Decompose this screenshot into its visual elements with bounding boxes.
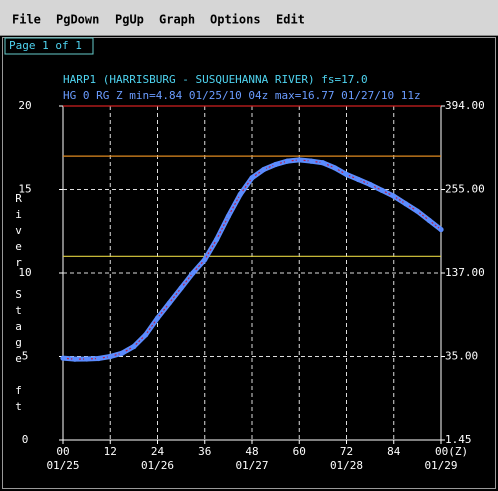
y-tick-label: 0: [22, 433, 29, 446]
data-point: [414, 208, 420, 214]
date-label: 01/28: [330, 459, 363, 472]
chart-title: HARP1 (HARRISBURG - SUSQUEHANNA RIVER) f…: [63, 73, 368, 86]
data-point: [213, 237, 220, 243]
data-point: [72, 356, 78, 362]
menu-item[interactable]: PgDown: [56, 13, 99, 27]
date-label: 01/25: [46, 459, 79, 472]
data-point: [131, 343, 137, 350]
x-tick-label: 00(Z): [435, 445, 468, 458]
data-point: [190, 270, 196, 276]
y-tick-label: 15: [18, 183, 31, 196]
y-tick-label: 5: [22, 350, 29, 363]
data-point: [343, 171, 350, 178]
menu-item[interactable]: Edit: [276, 13, 305, 27]
x-tick-label: 60: [293, 445, 306, 458]
y-tick-label: 20: [18, 99, 31, 112]
data-point: [95, 355, 102, 362]
data-point: [284, 158, 291, 164]
y-axis-label: River Stage ft: [12, 192, 25, 416]
data-point: [178, 285, 184, 291]
data-point: [273, 161, 279, 168]
data-point: [225, 213, 231, 219]
date-label: 01/29: [424, 459, 457, 472]
data-point: [202, 257, 208, 263]
data-point: [379, 187, 385, 193]
flow-label: 137.00: [445, 266, 485, 279]
y-tick-label: 10: [18, 266, 31, 279]
menu-bar: [0, 0, 498, 36]
chart-subtitle: HG 0 RG Z min=4.84 01/25/10 04z max=16.7…: [63, 89, 421, 102]
x-tick-label: 12: [104, 445, 117, 458]
data-point: [60, 355, 66, 361]
data-point: [355, 176, 361, 183]
data-point: [296, 157, 302, 163]
flow-label: 35.00: [445, 350, 478, 363]
page-label: Page 1 of 1: [9, 39, 82, 52]
data-point: [154, 315, 161, 321]
date-label: 01/26: [141, 459, 174, 472]
canvas-frame: [2, 37, 496, 489]
data-point: [107, 353, 113, 360]
data-point: [320, 160, 326, 166]
flow-label: 1.45: [445, 433, 472, 446]
x-tick-label: 36: [198, 445, 211, 458]
data-point: [367, 181, 373, 188]
data-point: [237, 191, 243, 198]
data-point: [261, 166, 267, 173]
date-label: 01/27: [235, 459, 268, 472]
data-point: [166, 300, 172, 306]
page-box: [4, 37, 94, 55]
menu-item[interactable]: Options: [210, 13, 261, 27]
flow-label: 255.00: [445, 183, 485, 196]
x-tick-label: 72: [340, 445, 353, 458]
x-tick-label: 24: [151, 445, 165, 458]
data-point: [426, 217, 432, 223]
data-point: [84, 356, 90, 362]
data-point: [249, 175, 255, 181]
x-tick-label: 48: [245, 445, 258, 458]
data-point: [119, 350, 125, 356]
menu-item[interactable]: File: [12, 13, 41, 27]
data-point: [308, 158, 314, 164]
x-tick-label: 00: [56, 445, 69, 458]
flow-label: 394.00: [445, 99, 485, 112]
data-point: [143, 332, 149, 338]
data-point: [402, 201, 409, 207]
data-point: [332, 165, 338, 171]
data-point: [438, 226, 444, 233]
menu-item[interactable]: PgUp: [115, 13, 144, 27]
data-point: [391, 193, 397, 199]
menu-item[interactable]: Graph: [159, 13, 195, 27]
x-tick-label: 84: [387, 445, 401, 458]
